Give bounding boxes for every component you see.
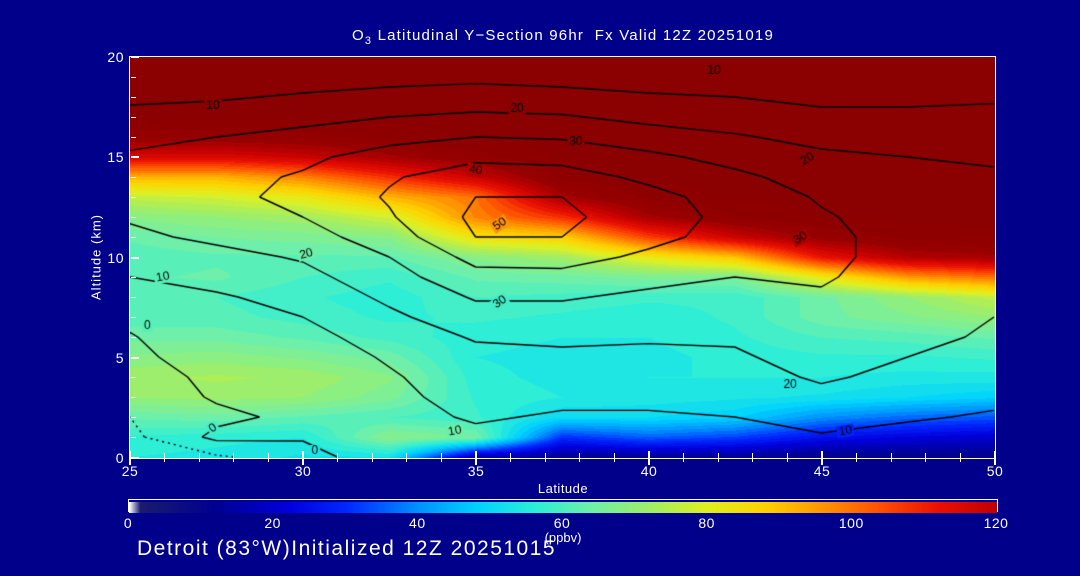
x-tick-label: 50 xyxy=(986,463,1004,479)
y-tick-major xyxy=(131,56,139,58)
x-tick-minor xyxy=(890,453,892,462)
x-tick-minor xyxy=(510,453,512,462)
contour-plot-canvas xyxy=(130,57,995,458)
y-tick-minor xyxy=(131,216,136,218)
colorbar-tick-label: 120 xyxy=(983,515,1009,531)
plot-title-rest: Latitudinal Y−Section 96hr Fx Valid 12Z … xyxy=(372,27,774,44)
colorbar-tick-label: 40 xyxy=(409,515,426,531)
x-tick-minor xyxy=(925,453,927,462)
y-tick-minor xyxy=(131,96,136,98)
y-tick-minor xyxy=(131,317,136,319)
y-tick-label: 15 xyxy=(107,149,124,166)
y-tick-major xyxy=(131,356,139,359)
colorbar-tick-label: 0 xyxy=(123,515,133,531)
x-tick-minor xyxy=(613,453,615,462)
colorbar-tick-label: 100 xyxy=(838,515,864,531)
x-tick-minor xyxy=(440,453,442,462)
x-tick-minor xyxy=(752,453,754,462)
x-tick-major xyxy=(821,451,823,465)
y-tick-minor xyxy=(131,176,136,178)
y-tick-minor xyxy=(131,437,136,439)
plot-title-subscript: 3 xyxy=(364,35,373,47)
plot-title-prefix: O xyxy=(352,27,365,44)
x-tick-major xyxy=(129,451,131,465)
x-tick-major xyxy=(994,451,996,465)
y-tick-minor xyxy=(131,337,136,339)
y-tick-major xyxy=(131,457,139,459)
y-tick-label: 10 xyxy=(107,249,124,266)
x-tick-minor xyxy=(164,453,166,462)
x-tick-minor xyxy=(337,453,339,462)
x-tick-major xyxy=(475,451,477,465)
x-tick-minor xyxy=(717,453,719,462)
x-tick-minor xyxy=(233,453,235,462)
y-tick-major xyxy=(131,256,139,259)
x-axis-label: Latitude xyxy=(537,481,589,496)
x-tick-major xyxy=(648,451,650,465)
colorbar-tick-label: 80 xyxy=(698,515,715,531)
plot-title: O3 Latitudinal Y−Section 96hr Fx Valid 1… xyxy=(130,27,996,47)
y-tick-label: 0 xyxy=(115,450,124,466)
x-tick-minor xyxy=(406,453,408,462)
y-tick-minor xyxy=(131,236,136,238)
y-tick-minor xyxy=(131,377,136,379)
x-tick-minor xyxy=(786,453,788,462)
x-tick-minor xyxy=(856,453,858,462)
y-tick-minor xyxy=(131,417,136,419)
y-tick-major xyxy=(131,156,139,159)
x-tick-label: 40 xyxy=(640,463,658,479)
colorbar-tick-label: 20 xyxy=(264,515,281,531)
y-tick-minor xyxy=(131,196,136,198)
y-tick-minor xyxy=(131,116,136,118)
y-tick-minor xyxy=(131,277,136,279)
plot-area xyxy=(129,56,996,459)
colorbar xyxy=(128,499,998,513)
y-tick-minor xyxy=(131,397,136,399)
x-tick-minor xyxy=(544,453,546,462)
x-tick-minor xyxy=(579,453,581,462)
x-tick-label: 30 xyxy=(294,463,312,479)
x-tick-label: 25 xyxy=(121,463,139,479)
x-tick-label: 35 xyxy=(467,463,485,479)
x-tick-major xyxy=(302,451,304,465)
x-tick-minor xyxy=(198,453,200,462)
colorbar-unit-label: (ppbv) xyxy=(544,530,582,545)
y-tick-label: 5 xyxy=(115,349,124,366)
y-tick-minor xyxy=(131,136,136,138)
station-init-caption: Detroit (83°W)Initialized 12Z 20251015 xyxy=(137,537,557,560)
colorbar-tick-label: 60 xyxy=(553,515,571,531)
colorbar-canvas xyxy=(129,502,997,513)
x-tick-minor xyxy=(267,453,269,462)
y-tick-minor xyxy=(131,76,136,78)
y-tick-minor xyxy=(131,297,136,299)
x-tick-minor xyxy=(959,453,961,462)
x-tick-minor xyxy=(683,453,685,462)
y-tick-label: 20 xyxy=(107,49,124,65)
x-tick-label: 45 xyxy=(813,463,831,479)
x-tick-minor xyxy=(371,453,373,462)
